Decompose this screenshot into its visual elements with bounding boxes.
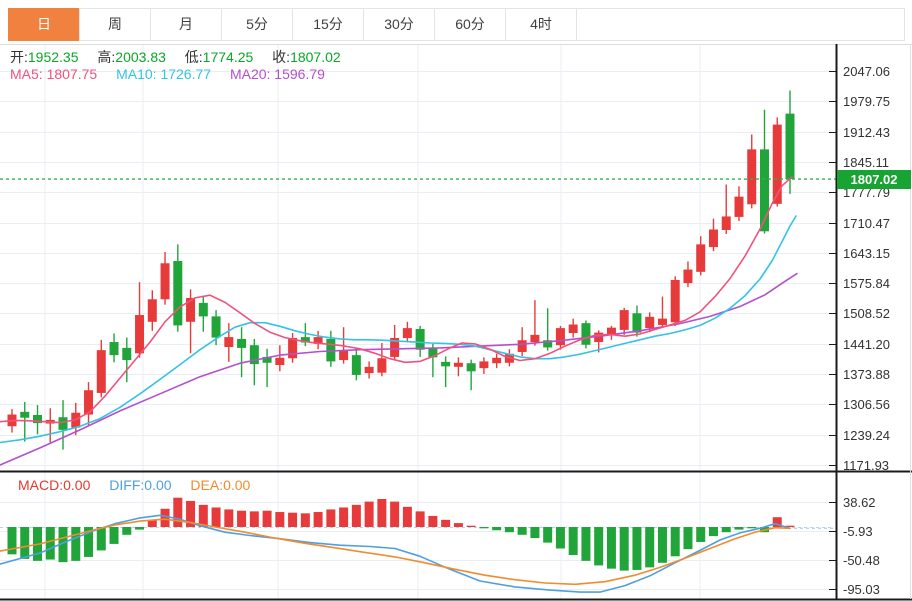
tab-day[interactable]: 日	[8, 8, 80, 41]
candles-layer	[7, 90, 795, 450]
high-quote: 高:2003.83	[97, 49, 166, 65]
ma20-line	[0, 272, 798, 466]
tab-15min[interactable]: 15分	[292, 8, 364, 41]
svg-text:1441.20: 1441.20	[843, 337, 890, 352]
macd-histogram	[7, 497, 795, 571]
svg-text:2047.06: 2047.06	[843, 64, 890, 79]
axis-layer	[0, 44, 912, 601]
open-quote: 开:1952.35	[10, 49, 79, 65]
diff-line	[0, 514, 791, 593]
svg-text:1171.93: 1171.93	[843, 458, 889, 473]
axis-labels: 2047.061979.751912.431845.111777.791710.…	[843, 64, 890, 597]
plot-layer	[0, 90, 836, 593]
svg-text:-50.48: -50.48	[843, 553, 880, 568]
tab-5min[interactable]: 5分	[221, 8, 293, 41]
ohlc-row: 开:1952.35 高:2003.83 低:1774.25 收:1807.02	[10, 47, 356, 67]
diff-value: DIFF:0.00	[109, 477, 172, 493]
svg-text:-95.03: -95.03	[843, 582, 880, 597]
period-toolbar: 日周月 5分 15分 30分 60分 4时	[8, 8, 905, 41]
dea-line	[0, 518, 791, 586]
svg-text:1912.43: 1912.43	[843, 125, 890, 140]
svg-text:38.62: 38.62	[843, 495, 876, 510]
tab-week[interactable]: 周	[79, 8, 151, 41]
svg-text:1575.84: 1575.84	[843, 276, 890, 291]
ma5-line	[0, 176, 793, 424]
svg-text:1508.52: 1508.52	[843, 306, 890, 321]
macd-legend-row: MACD:0.00 DIFF:0.00 DEA:0.00	[18, 477, 265, 493]
svg-text:1373.88: 1373.88	[843, 367, 890, 382]
svg-text:1239.24: 1239.24	[843, 428, 890, 443]
svg-text:1306.56: 1306.56	[843, 397, 890, 412]
svg-text:1979.75: 1979.75	[843, 94, 890, 109]
current-price-label: 1807.02	[837, 170, 911, 189]
tab-month[interactable]: 月	[150, 8, 222, 41]
ma20-legend: MA20: 1596.79	[229, 66, 325, 82]
svg-text:1643.15: 1643.15	[843, 246, 890, 261]
ma5-legend: MA5: 1807.75	[10, 66, 98, 82]
svg-text:-5.93: -5.93	[843, 524, 873, 539]
ma10-line	[0, 215, 797, 444]
tab-30min[interactable]: 30分	[363, 8, 435, 41]
ma-legend-row: MA5: 1807.75 MA10: 1726.77 MA20: 1596.79	[10, 66, 340, 82]
toolbar-filler	[576, 8, 905, 41]
ma10-legend: MA10: 1726.77	[116, 66, 212, 82]
tab-60min[interactable]: 60分	[434, 8, 506, 41]
low-quote: 低:1774.25	[184, 49, 254, 65]
svg-text:1845.11: 1845.11	[843, 155, 889, 170]
dea-value: DEA:0.00	[190, 477, 251, 493]
tab-4hour[interactable]: 4时	[505, 8, 577, 41]
macd-value: MACD:0.00	[18, 477, 91, 493]
svg-text:1710.47: 1710.47	[843, 216, 890, 231]
close-quote: 收:1807.02	[272, 49, 341, 65]
